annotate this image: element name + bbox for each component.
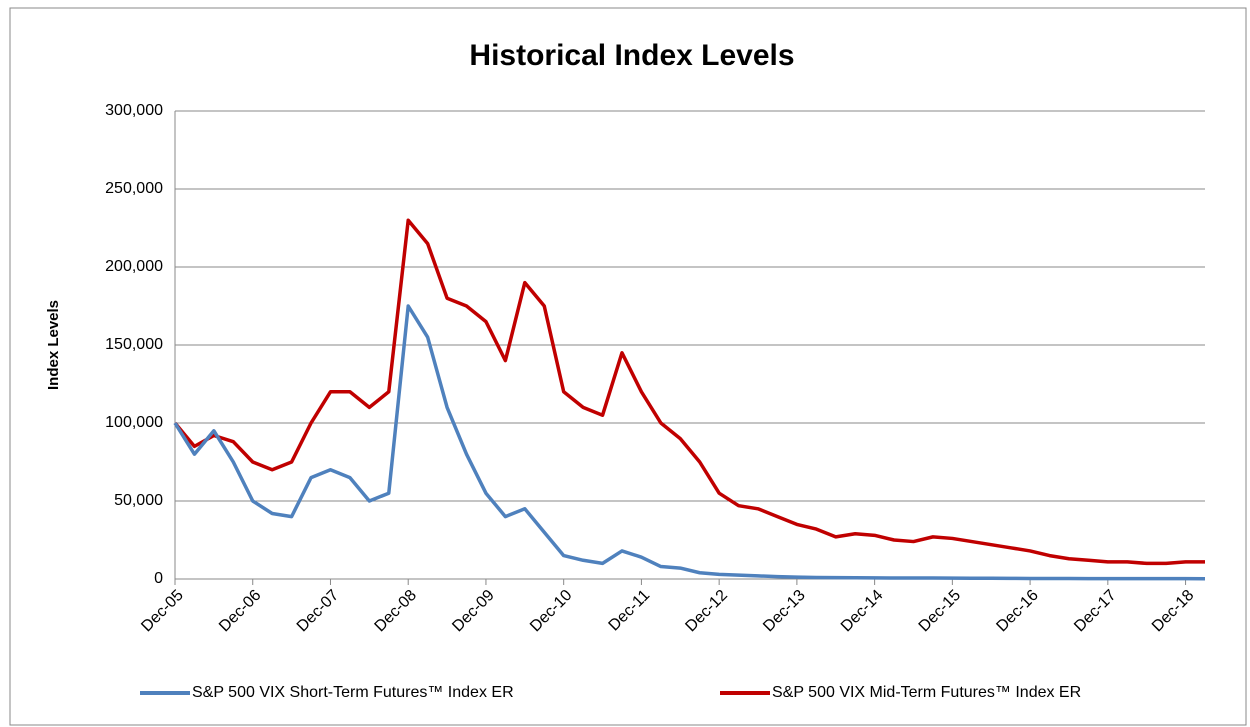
y-tick-label: 150,000 — [105, 336, 163, 353]
y-axis-title: Index Levels — [45, 300, 62, 390]
y-tick-label: 250,000 — [105, 180, 163, 197]
y-tick-label: 200,000 — [105, 258, 163, 275]
series-line — [173, 304, 1206, 581]
chart-title: Historical Index Levels — [469, 39, 794, 72]
y-tick-label: 100,000 — [105, 414, 163, 431]
y-tick-label: 300,000 — [105, 102, 163, 119]
legend-label: S&P 500 VIX Short-Term Futures™ Index ER — [192, 684, 514, 701]
legend-label: S&P 500 VIX Mid-Term Futures™ Index ER — [772, 684, 1081, 701]
y-tick-label: 50,000 — [114, 492, 163, 509]
series-line — [173, 218, 1205, 566]
y-tick-label: 0 — [154, 570, 163, 587]
